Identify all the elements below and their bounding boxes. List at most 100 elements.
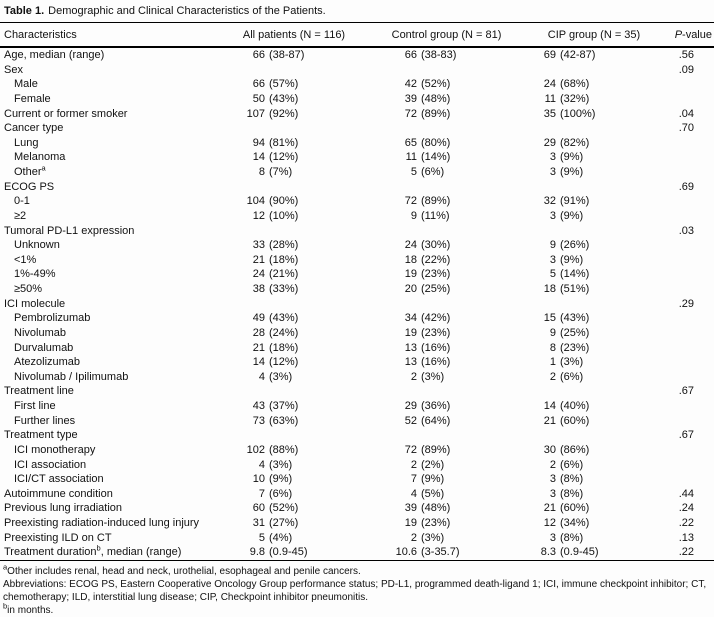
- cell-control: 39 (48%): [404, 502, 451, 515]
- cell-p-value: [648, 136, 714, 151]
- row-label: Othera: [14, 163, 46, 178]
- table-row: Preexisting ILD on CT 5 (4%) 2 (3%) 3 (8%) .13: [0, 531, 714, 546]
- cell-p-value: .56: [678, 49, 694, 61]
- cell-cip: 24 (68%): [543, 78, 590, 91]
- table-row: Lung 94 (81%) 65 (80%) 29 (82%): [0, 136, 714, 151]
- cell-all: 94 (81%): [252, 136, 299, 149]
- row-label: ICI monotherapy: [14, 443, 96, 456]
- cell-control: [377, 384, 516, 399]
- row-label: ICI/CT association: [14, 473, 104, 486]
- cell-all: [225, 428, 377, 443]
- table-row: First line 43 (37%) 29 (36%) 14 (40%): [0, 399, 714, 414]
- table-row: ≥2 12 (10%) 9 (11%) 3 (9%): [0, 209, 714, 224]
- table-row: ICI/CT association 10 (9%) 7 (9%) 3 (8%): [0, 472, 714, 487]
- cell-control: 42 (52%): [404, 78, 451, 91]
- footnote: aOther includes renal, head and neck, ur…: [3, 563, 361, 578]
- cell-cip: [516, 224, 648, 239]
- table-row: Nivolumab 28 (24%) 19 (23%) 9 (25%): [0, 326, 714, 341]
- table-row: ICI association 4 (3%) 2 (2%) 2 (6%): [0, 458, 714, 473]
- cell-all: 7 (6%): [258, 487, 293, 500]
- cell-control: [377, 180, 516, 195]
- cell-cip: [516, 63, 648, 78]
- cell-cip: 3 (9%): [549, 253, 584, 266]
- cell-cip: 3 (9%): [549, 166, 584, 178]
- cell-p-value: .67: [678, 385, 694, 398]
- cell-p-value: [648, 253, 714, 268]
- table-caption-text: Demographic and Clinical Characteristics…: [48, 5, 326, 17]
- row-label: First line: [14, 400, 56, 412]
- cell-control: 39 (48%): [404, 92, 451, 105]
- col-header-control-group: Control group (N = 81): [391, 28, 502, 41]
- cell-control: 10.6 (3-35.7): [395, 546, 460, 559]
- cell-p-value: [648, 311, 714, 326]
- row-label: ≥50%: [14, 283, 43, 295]
- cell-p-value: [648, 92, 714, 107]
- row-label: Previous lung irradiation: [4, 502, 123, 515]
- table-row: Treatment type .67: [0, 428, 714, 443]
- cell-p-value: .67: [678, 429, 694, 442]
- cell-p-value: [648, 150, 714, 165]
- rule-below-header: [0, 46, 714, 48]
- table-body: Age, median (range) 66 (38-87) 66 (38-83) 69(…: [0, 48, 714, 560]
- col-header-cip-group: CIP group (N = 35): [547, 28, 641, 41]
- cell-all: [225, 297, 377, 312]
- row-label: 0-1: [14, 195, 30, 208]
- cell-all: 43 (37%): [252, 400, 299, 412]
- cell-all: 14 (12%): [252, 356, 299, 369]
- rule-top: [0, 22, 714, 23]
- table-row: Age, median (range) 66 (38-87) 66 (38-83) 69(…: [0, 48, 714, 63]
- row-label: ICI association: [14, 458, 87, 471]
- cell-p-value: .70: [678, 122, 694, 135]
- table-row: Treatment line .67: [0, 384, 714, 399]
- cell-control: 13 (16%): [404, 341, 451, 354]
- cell-all: 49 (43%): [252, 312, 299, 325]
- cell-control: [377, 224, 516, 239]
- cell-all: 60 (52%): [252, 502, 299, 515]
- cell-control: 72 (89%): [404, 107, 451, 120]
- cell-all: 8 (7%): [258, 166, 293, 178]
- row-label: Treatment type: [4, 429, 78, 442]
- cell-control: 2 (2%): [410, 458, 445, 471]
- cell-control: 4 (5%): [410, 487, 445, 500]
- table-row: Tumoral PD-L1 expression .03: [0, 224, 714, 239]
- table-row: Female 50 (43%) 39 (48%) 11 (32%): [0, 92, 714, 107]
- cell-p-value: [648, 414, 714, 429]
- cell-all: 104 (90%): [246, 195, 299, 208]
- cell-all: 21 (18%): [252, 341, 299, 354]
- cell-cip: 2 (6%): [549, 458, 584, 471]
- cell-control: 24 (30%): [404, 239, 451, 252]
- cell-p-value: [648, 282, 714, 297]
- cell-cip: [516, 121, 648, 136]
- row-label: Treatment line: [4, 385, 74, 398]
- row-label: Lung: [14, 136, 39, 149]
- cell-cip: [516, 428, 648, 443]
- cell-p-value: .04: [678, 107, 694, 120]
- table-row: ICI molecule .29: [0, 297, 714, 312]
- cell-all: [225, 384, 377, 399]
- table-row: Sex .09: [0, 63, 714, 78]
- cell-cip: 21 (60%): [543, 502, 590, 515]
- table-row: ≥50% 38 (33%) 20 (25%) 18 (51%): [0, 282, 714, 297]
- footnote: Abbreviations: ECOG PS, Eastern Cooperat…: [3, 579, 707, 604]
- cell-cip: [516, 297, 648, 312]
- cell-p-value: [648, 458, 714, 473]
- row-label: Tumoral PD-L1 expression: [4, 224, 135, 237]
- row-label: Preexisting ILD on CT: [4, 531, 112, 544]
- cell-control: 29 (36%): [404, 400, 451, 412]
- cell-cip: [516, 384, 648, 399]
- cell-cip: 3 (9%): [549, 209, 584, 222]
- cell-cip: 12 (34%): [543, 517, 590, 529]
- cell-all: 73 (63%): [252, 414, 299, 427]
- cell-all: 12 (10%): [252, 209, 299, 222]
- row-label: Further lines: [14, 414, 76, 427]
- footnote: bin months.: [3, 602, 54, 617]
- row-label: Unknown: [14, 239, 60, 252]
- cell-cip: 5 (14%): [549, 268, 590, 281]
- row-label: Female: [14, 92, 51, 105]
- cell-all: 4 (3%): [258, 458, 293, 471]
- rule-bottom: [0, 559, 714, 562]
- table-row: 1%-49% 24 (21%) 19 (23%) 5 (14%): [0, 267, 714, 282]
- cell-control: [377, 63, 516, 78]
- cell-control: 66 (38-83): [404, 49, 457, 61]
